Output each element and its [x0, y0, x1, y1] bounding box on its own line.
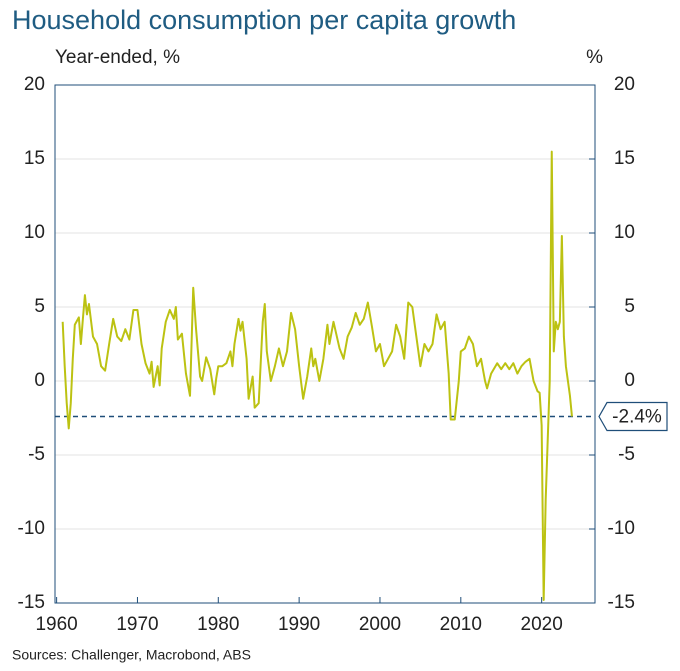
y-axis-label: Year-ended, % [55, 47, 180, 68]
annotation-label: -2.4% [612, 407, 662, 428]
y-tick-label: 15 [24, 148, 45, 169]
y2-axis-label: % [586, 47, 603, 68]
y2-tick-label: -5 [618, 444, 635, 465]
y-tick-label: 20 [24, 74, 45, 95]
data-line [61, 150, 573, 602]
y2-tick-label: -15 [608, 592, 635, 613]
y-tick-label: -10 [18, 518, 45, 539]
plot-frame [54, 84, 596, 604]
chart-title: Household consumption per capita growth [12, 5, 516, 35]
x-tick-label: 1980 [197, 614, 239, 635]
source: Sources: Challenger, Macrobond, ABS [12, 647, 251, 663]
y2-tick-label: -10 [608, 518, 635, 539]
y-tick-label: -5 [28, 444, 45, 465]
annotation-box [598, 401, 668, 432]
y2-tick-label: 15 [614, 148, 635, 169]
x-tick-label: 1970 [116, 614, 158, 635]
y-tick-label: 10 [24, 222, 45, 243]
x-tick-label: 2010 [440, 614, 482, 635]
y2-tick-label: 10 [614, 222, 635, 243]
x-tick-label: 1960 [35, 614, 77, 635]
y2-tick-label: 5 [624, 296, 635, 317]
y2-tick-label: 0 [624, 370, 635, 391]
x-tick-label: 2020 [521, 614, 563, 635]
y-tick-label: 0 [34, 370, 45, 391]
x-tick-label: 2000 [359, 614, 401, 635]
y-tick-label: -15 [18, 592, 45, 613]
x-tick-label: 1990 [278, 614, 320, 635]
y2-tick-label: 20 [614, 74, 635, 95]
y-tick-label: 5 [34, 296, 45, 317]
